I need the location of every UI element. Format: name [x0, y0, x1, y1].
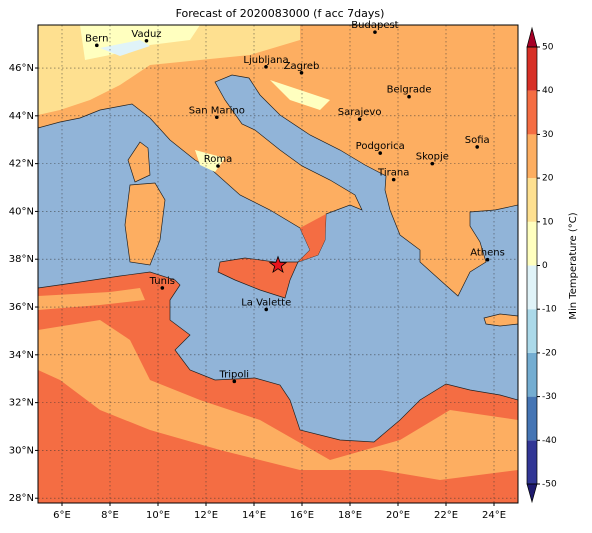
x-tick-label: 18°E — [338, 510, 362, 521]
city-marker — [475, 145, 480, 149]
city-label: Zagreb — [284, 61, 320, 72]
city-label: Bern — [85, 33, 108, 44]
y-tick-label: 40°N — [9, 206, 34, 217]
x-tick-label: 6°E — [53, 510, 71, 521]
land-corsica — [127, 141, 151, 183]
city-label: Athens — [470, 248, 505, 259]
land-interior — [38, 288, 145, 310]
x-tick-label: 24°E — [482, 510, 506, 521]
city-marker — [264, 307, 269, 312]
land-warm — [298, 214, 326, 262]
colorbar-band — [527, 221, 537, 266]
x-tick-label: 14°E — [242, 510, 266, 521]
city-label: Ljubljana — [243, 55, 288, 66]
y-tick-label: 46°N — [9, 63, 34, 74]
city-marker — [430, 161, 435, 166]
x-tick-label: 12°E — [194, 510, 218, 521]
colorbar-extend-high — [526, 26, 538, 48]
land-cold — [270, 80, 330, 110]
colorbar-tick-label: 0 — [542, 261, 548, 271]
colorbar-tick-label: 30 — [542, 130, 554, 140]
y-tick-label: 38°N — [9, 254, 34, 265]
colorbar-tick-label: -30 — [542, 392, 557, 402]
city-label: La Valette — [241, 297, 291, 308]
land-alps — [100, 40, 150, 56]
colorbar-tick-label: 20 — [542, 174, 554, 184]
city-marker — [391, 177, 396, 182]
city-marker — [378, 151, 383, 155]
city-label: Sarajevo — [338, 107, 382, 118]
city-marker — [373, 30, 377, 34]
city-label: Skopje — [416, 152, 449, 163]
city-marker — [407, 94, 411, 99]
y-tick-label: 36°N — [9, 302, 34, 313]
colorbar-band — [527, 440, 537, 484]
x-tick-label: 22°E — [434, 510, 458, 521]
colorbar-band — [527, 352, 537, 397]
title: Forecast of 2020083000 (f acc 7days) — [176, 7, 385, 20]
city-label: Tripoli — [219, 369, 250, 380]
city-label: Vaduz — [131, 29, 161, 40]
colorbar-band — [527, 309, 537, 353]
city-marker — [144, 38, 149, 43]
colorbar-tick-label: -40 — [542, 436, 557, 446]
city-label: Tirana — [377, 168, 409, 179]
map-frame — [37, 24, 519, 504]
city-label: Roma — [204, 154, 233, 165]
city-marker — [357, 117, 362, 121]
colorbar-band — [527, 178, 537, 222]
colorbar-tick-label: -50 — [542, 480, 557, 490]
colorbar: -50 -40 -30 -20 -10 0 10 20 30 40 50 — [526, 26, 557, 504]
x-tick-label: 8°E — [101, 510, 119, 521]
y-tick-label: 34°N — [9, 350, 34, 361]
city-marker — [160, 286, 165, 290]
colorbar-tick-label: -10 — [542, 305, 557, 315]
y-tick-label: 32°N — [9, 398, 34, 409]
colorbar-band — [527, 396, 537, 441]
x-tick-label: 20°E — [386, 510, 410, 521]
event-star — [268, 255, 288, 274]
city-marker — [95, 43, 99, 48]
city-marker — [264, 65, 268, 69]
y-tick-label: 42°N — [9, 159, 34, 170]
x-tick-label: 16°E — [290, 510, 314, 521]
colorbar-tick-label: 10 — [542, 217, 554, 227]
colorbar-extend-low — [526, 483, 538, 504]
y-tick-label: 28°N — [9, 493, 34, 504]
colorbar-label: Min Temperature (°C) — [568, 212, 579, 319]
city-label: Belgrade — [387, 85, 432, 96]
city-label: Podgorica — [356, 141, 405, 152]
y-tick-label: 44°N — [9, 111, 34, 122]
land-sardinia — [124, 182, 166, 266]
city-marker — [216, 164, 220, 168]
city-marker — [215, 115, 219, 120]
city-label: Sofia — [465, 135, 490, 146]
colorbar-band — [527, 134, 537, 179]
land-europe — [37, 24, 519, 297]
land-interior — [38, 320, 518, 480]
y-tick-label: 30°N — [9, 445, 34, 456]
city-marker — [232, 379, 237, 384]
colorbar-tick-label: 50 — [542, 43, 554, 53]
city-marker — [299, 71, 304, 75]
city-label: San Marino — [189, 105, 245, 116]
axes: 6°E 8°E 10°E 12°E 14°E 16°E 18°E 20°E 22°E 24°E 28… — [9, 63, 506, 521]
x-tick-label: 10°E — [146, 510, 170, 521]
colorbar-tick-label: 40 — [542, 86, 554, 96]
colorbar-band — [527, 47, 537, 91]
city-label: Tunis — [149, 276, 175, 287]
city-marker — [485, 257, 490, 262]
colorbar-band — [527, 90, 537, 135]
colorbar-tick-label: -20 — [542, 348, 557, 358]
colorbar-band — [527, 265, 537, 310]
city-label: Budapest — [351, 20, 398, 31]
